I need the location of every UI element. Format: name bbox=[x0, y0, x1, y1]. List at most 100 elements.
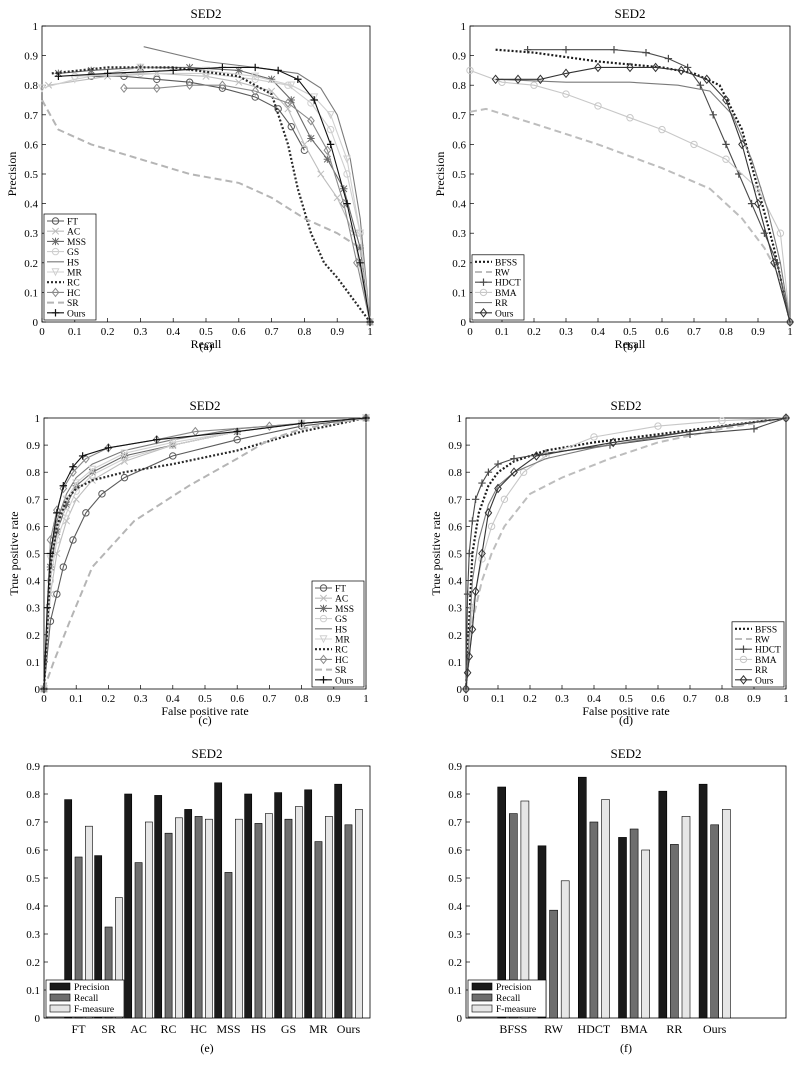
bar-precision bbox=[94, 855, 103, 1019]
data-point-mr bbox=[168, 438, 177, 447]
data-point-hc bbox=[323, 145, 332, 156]
x-tick-label: 0.7 bbox=[263, 693, 277, 705]
x-tick-label: 0.1 bbox=[495, 326, 509, 338]
data-point-ours bbox=[46, 549, 55, 558]
data-point-ours bbox=[782, 413, 790, 423]
data-point-hc bbox=[339, 198, 348, 209]
x-tick-label: 0.7 bbox=[265, 326, 279, 338]
legend-swatch bbox=[49, 1004, 71, 1013]
x-tick-label: 1 bbox=[363, 693, 369, 705]
data-point-bma bbox=[594, 102, 602, 110]
data-point-ft bbox=[59, 563, 68, 571]
x-tick-label: RR bbox=[666, 1022, 682, 1036]
y-tick-label: 0.2 bbox=[26, 630, 40, 642]
y-tick-label: 0.2 bbox=[448, 957, 462, 969]
data-point-hdct bbox=[696, 81, 705, 89]
data-point-ours bbox=[54, 72, 63, 81]
data-point-ours bbox=[471, 586, 480, 597]
data-point-ours bbox=[103, 69, 112, 78]
data-point-mr bbox=[251, 72, 260, 81]
y-tick-label: 0.6 bbox=[448, 845, 462, 857]
y-tick-label: 0.1 bbox=[452, 287, 466, 299]
data-point-bma bbox=[690, 140, 698, 149]
x-tick-label: 0.6 bbox=[230, 693, 244, 705]
data-point-gs bbox=[326, 125, 335, 134]
x-tick-label: 0.9 bbox=[751, 326, 765, 338]
x-tick-label: 0.7 bbox=[687, 326, 701, 338]
data-point-ac bbox=[300, 140, 308, 148]
x-tick-label: 0.5 bbox=[623, 326, 637, 338]
y-tick-label: 0.2 bbox=[24, 258, 38, 270]
legend-marker bbox=[51, 309, 60, 317]
x-tick-label: 0.6 bbox=[651, 693, 665, 705]
data-point-hc bbox=[104, 443, 113, 453]
x-tick-label: 0.1 bbox=[68, 326, 82, 338]
data-point-hdct bbox=[664, 54, 673, 63]
data-point-ours bbox=[494, 483, 502, 494]
data-point-ours bbox=[510, 467, 518, 478]
data-point-hc bbox=[307, 115, 315, 126]
data-point-mss bbox=[323, 155, 332, 163]
data-point-hc bbox=[353, 257, 361, 268]
x-axis-label: False positive rate bbox=[582, 704, 669, 718]
bar-precision bbox=[334, 783, 343, 1019]
legend-marker bbox=[319, 676, 328, 684]
bar-precision bbox=[698, 783, 708, 1019]
data-point-ft bbox=[233, 435, 241, 444]
data-point-ours bbox=[609, 437, 618, 448]
y-tick-label: 0.5 bbox=[448, 549, 462, 561]
x-tick-label: 0.9 bbox=[330, 326, 344, 338]
data-point-mr bbox=[88, 465, 97, 474]
data-point-mr bbox=[343, 155, 352, 164]
bar-recall bbox=[589, 821, 599, 1019]
data-point-ours bbox=[153, 435, 161, 444]
data-point-hc bbox=[40, 684, 48, 694]
x-tick-label: GS bbox=[281, 1022, 296, 1036]
y-tick-label: 0.7 bbox=[452, 110, 466, 122]
legend-marker bbox=[51, 237, 60, 246]
panel-label: (d) bbox=[619, 713, 633, 727]
x-tick-label: 1 bbox=[783, 693, 789, 705]
chart-title: SED2 bbox=[189, 398, 220, 413]
legend-label: HS bbox=[67, 258, 79, 268]
panel-label: (a) bbox=[199, 339, 212, 353]
data-point-hdct bbox=[709, 111, 717, 119]
data-point-ours bbox=[69, 463, 77, 471]
bar-recall bbox=[254, 823, 263, 1019]
bar-recall bbox=[164, 832, 173, 1019]
data-point-ac bbox=[317, 170, 325, 178]
x-tick-label: 0.5 bbox=[199, 326, 213, 338]
y-tick-label: 0.5 bbox=[26, 873, 40, 885]
y-tick-label: 0.9 bbox=[448, 440, 462, 452]
x-tick-label: MSS bbox=[217, 1022, 241, 1036]
data-point-ours bbox=[786, 317, 794, 327]
chart-panel-4: SED2 0 0.1 0.2 0.3 0.4 0.5 0.6 0.7 0.8 0.9 1 0 0.1 0.2… bbox=[429, 398, 790, 727]
data-point-ours bbox=[463, 667, 472, 678]
legend-label: MR bbox=[67, 269, 82, 279]
x-tick-label: 0.3 bbox=[134, 326, 148, 338]
chart-title: SED2 bbox=[610, 398, 641, 413]
data-point-hdct bbox=[750, 425, 758, 433]
y-tick-label: 0.7 bbox=[448, 494, 462, 506]
y-tick-label: 0 bbox=[35, 684, 41, 696]
bar-recall bbox=[134, 862, 143, 1019]
data-point-ac bbox=[284, 105, 292, 113]
x-tick-label: BMA bbox=[620, 1022, 648, 1036]
legend-label: MR bbox=[335, 636, 350, 646]
data-point-ft bbox=[98, 490, 106, 498]
legend-marker bbox=[319, 614, 328, 623]
x-tick-label: 0.2 bbox=[527, 326, 541, 338]
data-point-ours bbox=[677, 65, 686, 76]
data-point-ours bbox=[43, 604, 51, 612]
legend-label: BMA bbox=[755, 656, 777, 666]
legend-label: AC bbox=[335, 595, 348, 605]
data-point-hc bbox=[251, 86, 260, 96]
bar-precision bbox=[537, 845, 547, 1019]
y-tick-label: 0.4 bbox=[26, 901, 40, 913]
data-point-mr bbox=[70, 75, 79, 84]
data-point-ours bbox=[594, 62, 602, 73]
series-line-bfss bbox=[495, 48, 792, 323]
legend-label: HDCT bbox=[755, 646, 781, 656]
series-line-ours bbox=[465, 417, 787, 690]
